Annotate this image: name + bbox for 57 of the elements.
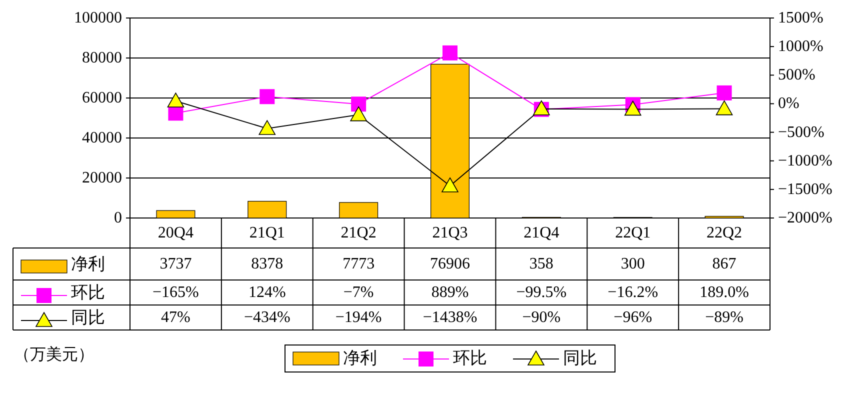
y-tick-label: 0 <box>114 210 122 226</box>
point <box>716 100 733 116</box>
y2-tick-label: −500% <box>778 124 824 141</box>
data-label: 358 <box>529 256 554 272</box>
legend-label: 净利 <box>71 254 105 274</box>
data-label: −7% <box>343 284 374 301</box>
y2-tick-label: 1000% <box>778 38 824 56</box>
point <box>350 106 367 122</box>
y-tick-label: 80000 <box>82 50 122 66</box>
y2-tick-label: −1000% <box>778 152 832 170</box>
data-label: −194% <box>335 309 382 326</box>
data-label: −1438% <box>422 309 478 326</box>
data-label: 189.0% <box>700 284 749 301</box>
data-label: 300 <box>620 256 645 272</box>
point <box>258 120 276 135</box>
data-label: −165% <box>152 284 199 301</box>
data-label: 7773 <box>342 256 375 272</box>
data-label: 867 <box>712 256 736 272</box>
y-tick-label: 100000 <box>74 10 122 26</box>
x-tick-label: 21Q2 <box>340 224 376 242</box>
y2-tick-label: −1500% <box>778 180 832 198</box>
x-tick-label: 22Q1 <box>615 224 651 242</box>
legend: 净利 环比 同比 <box>284 344 616 372</box>
point <box>716 85 732 100</box>
data-label: −96% <box>614 309 652 326</box>
point <box>351 96 366 112</box>
y2-tick-label: −2000% <box>778 210 832 226</box>
x-tick-label: 21Q3 <box>432 224 468 242</box>
point <box>624 100 642 116</box>
data-label: −16.2% <box>608 284 658 301</box>
data-label: 3737 <box>160 256 192 272</box>
x-tick-label: 21Q4 <box>524 224 560 242</box>
data-label: 47% <box>161 309 190 326</box>
y2-tick-label: 1500% <box>778 10 824 26</box>
point <box>442 45 458 60</box>
legend-label: 环比 <box>71 283 105 302</box>
data-label: 76906 <box>430 256 470 272</box>
y-tick-label: 40000 <box>82 130 122 146</box>
y-tick-label: 60000 <box>82 90 122 106</box>
x-tick-label: 21Q1 <box>249 224 285 242</box>
data-label: 8378 <box>251 256 284 272</box>
legend-label: 同比 <box>71 308 105 327</box>
y2-tick-label: 500% <box>778 66 816 84</box>
point <box>167 92 184 108</box>
point <box>260 89 275 104</box>
data-label: 124% <box>248 284 286 301</box>
x-tick-label: 20Q4 <box>158 224 194 242</box>
data-label: −90% <box>522 309 561 326</box>
data-label: −434% <box>244 309 290 326</box>
y2-tick-label: 0% <box>778 95 800 112</box>
data-label: −89% <box>705 309 744 326</box>
data-label: 889% <box>431 284 469 301</box>
point <box>442 177 458 192</box>
annotation: （万美元） <box>14 346 94 364</box>
x-tick-label: 22Q2 <box>706 224 742 242</box>
data-label: −99.5% <box>516 284 567 301</box>
y-tick-label: 20000 <box>82 170 122 186</box>
